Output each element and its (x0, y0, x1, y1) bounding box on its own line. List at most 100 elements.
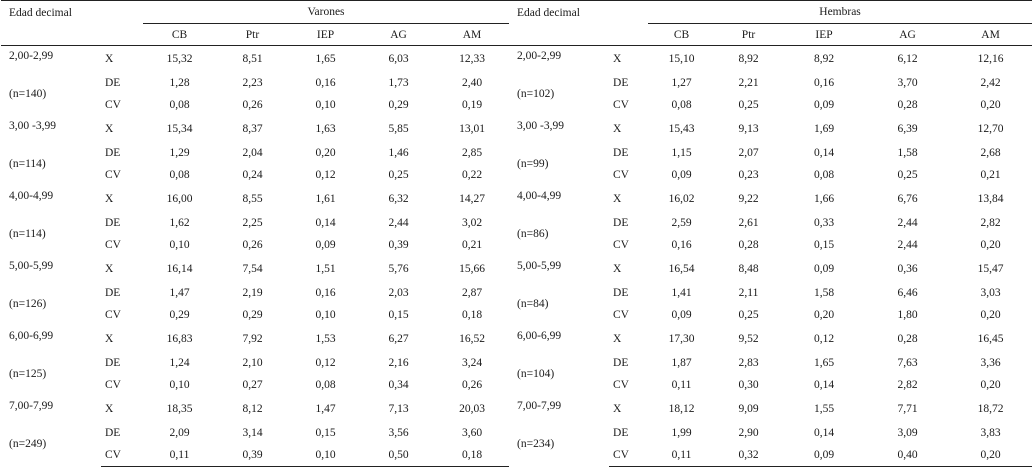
value-varones-cb: 0,10 (169, 379, 190, 391)
value-varones-am: 16,52 (459, 333, 485, 345)
value-hembras-am: 0,20 (949, 444, 1033, 467)
value-varones-ptr: 8,37 (242, 123, 263, 135)
value-hembras-ptr: 0,30 (738, 379, 759, 391)
value-varones-cb: 1,62 (169, 217, 190, 229)
sample-size-varones: (n=114) (9, 158, 46, 170)
value-varones-cb: 16,83 (166, 333, 193, 345)
value-hembras-cb: 1,15 (671, 147, 692, 159)
value-varones-am: 3,24 (461, 357, 483, 369)
value-varones-iep: 1,61 (315, 193, 336, 205)
value-varones-ag: 6,27 (388, 333, 409, 345)
age-range-hembras: 4,00-4,99 (517, 190, 562, 202)
age-range-varones: 5,00-5,99 (9, 260, 54, 272)
value-hembras-ptr: 8,48 (738, 263, 759, 275)
value-hembras-ptr: 9,52 (738, 333, 759, 345)
table-row: (n=125) DE 1,24 2,10 0,12 2,16 3,24 (n=104) DE 1,… (1, 352, 1032, 380)
value-varones-am: 15,66 (459, 263, 485, 275)
value-hembras-ag: 1,58 (897, 147, 918, 159)
value-hembras-am: 3,83 (980, 427, 1001, 439)
sample-size-varones: (n=140) (9, 88, 47, 100)
value-hembras-am: 3,36 (980, 357, 1001, 369)
value-varones-ptr: 8,51 (242, 53, 263, 65)
value-varones-iep: 0,10 (315, 309, 336, 321)
value-hembras-cb: 15,43 (668, 123, 695, 135)
value-varones-am: 2,40 (461, 77, 483, 89)
value-varones-ag: 0,39 (388, 239, 409, 251)
value-varones-ag: 6,32 (388, 193, 409, 205)
value-hembras-ptr: 0,25 (738, 99, 759, 111)
value-varones-ag: 0,34 (388, 379, 409, 391)
table-row: 6,00-6,99 X 16,83 7,92 1,53 6,27 16,52 6,00-6,9… (1, 326, 1032, 352)
stat-label-varones: DE (105, 287, 121, 299)
table-row: (n=114) DE 1,62 2,25 0,14 2,44 3,02 (n=86) DE 2,5… (1, 212, 1032, 240)
value-hembras-cb: 0,09 (671, 169, 692, 181)
value-hembras-am: 15,47 (977, 263, 1004, 275)
table-row: CV 0,08 0,26 0,10 0,29 0,19 CV 0,08 0,25 0,09 0,28… (1, 94, 1032, 116)
value-hembras-ag: 0,28 (897, 333, 918, 345)
value-hembras-am: 0,21 (980, 169, 1001, 181)
value-hembras-iep: 1,58 (813, 287, 835, 299)
value-hembras-cb: 2,59 (671, 217, 692, 229)
value-varones-am: 0,19 (461, 99, 483, 111)
stat-label-hembras: X (613, 403, 622, 415)
value-varones-iep: 1,63 (315, 123, 336, 135)
value-hembras-iep: 0,33 (813, 217, 835, 229)
col-header-hembras-ptr: Ptr (715, 23, 783, 46)
age-range-varones: 4,00-4,99 (9, 190, 54, 202)
value-varones-iep: 1,47 (315, 403, 336, 415)
table-row: 5,00-5,99 X 16,14 7,54 1,51 5,76 15,66 5,00-5,9… (1, 256, 1032, 282)
value-varones-ag: 2,16 (388, 357, 409, 369)
value-varones-iep: 1,65 (315, 53, 336, 65)
value-hembras-am: 2,42 (980, 77, 1001, 89)
value-hembras-cb: 16,54 (668, 263, 695, 275)
sample-size-hembras: (n=234) (517, 438, 555, 451)
value-hembras-ag: 0,40 (866, 444, 950, 467)
stat-label-hembras: CV (613, 309, 629, 321)
value-varones-am: 2,87 (461, 287, 483, 299)
value-varones-iep: 0,10 (289, 444, 362, 467)
value-hembras-ptr: 2,07 (738, 147, 759, 159)
value-hembras-am: 16,45 (977, 333, 1004, 345)
value-varones-cb: 2,09 (169, 427, 190, 439)
sample-size-hembras: (n=86) (517, 228, 549, 240)
value-varones-ptr: 0,27 (242, 379, 263, 391)
table-row: 4,00-4,99 X 16,00 8,55 1,61 6,32 14,27 4,00-4,9… (1, 186, 1032, 212)
value-hembras-ag: 3,09 (897, 427, 918, 439)
table-row: (n=126) DE 1,47 2,19 0,16 2,03 2,87 (n=84) DE 1,4… (1, 282, 1032, 310)
table-row: 2,00-2,99 X 15,32 8,51 1,65 6,03 12,33 2,00-2,9… (1, 46, 1032, 73)
sample-size-varones: (n=126) (9, 298, 47, 310)
col-header-varones-am: AM (435, 23, 510, 46)
value-varones-ptr: 2,23 (242, 77, 263, 89)
value-hembras-iep: 0,14 (813, 379, 835, 391)
value-hembras-am: 3,03 (980, 287, 1001, 299)
value-hembras-am: 18,72 (977, 403, 1004, 415)
value-varones-ptr: 8,12 (242, 403, 263, 415)
value-varones-ag: 1,46 (388, 147, 409, 159)
col-header-hembras-cb: CB (648, 23, 716, 46)
value-hembras-cb: 1,27 (671, 77, 692, 89)
value-varones-iep: 0,16 (315, 77, 336, 89)
stat-label-hembras: X (613, 193, 622, 205)
value-hembras-ptr: 2,21 (738, 77, 759, 89)
table-row: 7,00-7,99 X 18,35 8,12 1,47 7,13 20,03 7,00-7,9… (1, 396, 1032, 422)
value-varones-ptr: 0,26 (242, 99, 263, 111)
value-varones-cb: 15,32 (166, 53, 193, 65)
value-varones-ptr: 2,25 (242, 217, 263, 229)
age-range-varones: 2,00-2,99 (9, 50, 54, 62)
stat-label-hembras: X (613, 53, 622, 65)
stat-label-hembras: CV (609, 444, 649, 467)
value-varones-am: 20,03 (459, 403, 485, 415)
value-hembras-ag: 6,12 (897, 53, 918, 65)
value-varones-cb: 1,28 (169, 77, 190, 89)
value-hembras-iep: 1,69 (813, 123, 835, 135)
table-row: CV 0,08 0,24 0,12 0,25 0,22 CV 0,09 0,23 0,08 0,25… (1, 164, 1032, 186)
value-varones-ptr: 8,55 (242, 193, 263, 205)
value-varones-cb: 1,24 (169, 357, 190, 369)
stat-label-hembras: CV (613, 99, 629, 111)
stat-label-varones: CV (105, 239, 121, 251)
value-hembras-iep: 0,09 (813, 263, 835, 275)
stat-label-varones: X (105, 123, 114, 135)
header-edad-hembras: Edad decimal (509, 0, 610, 46)
value-hembras-iep: 1,66 (813, 193, 835, 205)
value-varones-cb: 1,47 (169, 287, 190, 299)
